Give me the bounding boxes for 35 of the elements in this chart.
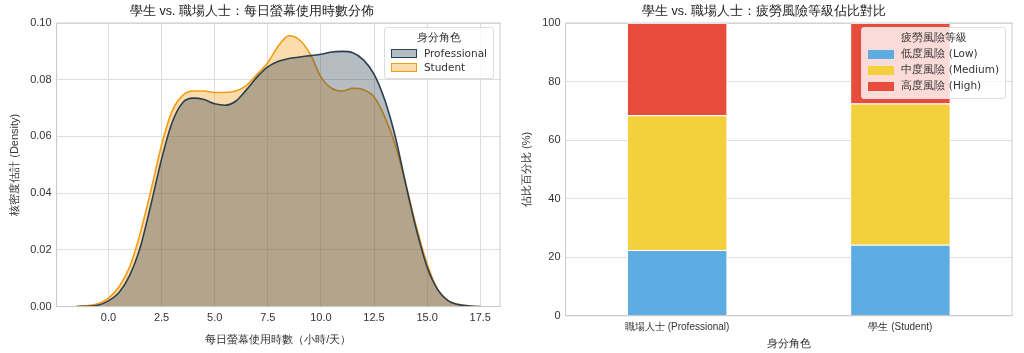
y-tick-label: 0.08 xyxy=(30,72,52,85)
x-tick-label: 2.5 xyxy=(153,311,170,324)
legend-label: 中度風險 (Medium) xyxy=(901,63,999,77)
legend-title: 疲勞風險等級 xyxy=(899,31,968,45)
x-tick-label: 學生 (Student) xyxy=(868,320,933,332)
x-tick-label: 5.0 xyxy=(207,311,223,324)
y-tick-label: 0 xyxy=(554,308,561,321)
y-tick-label: 20 xyxy=(548,250,561,263)
y-axis-title: 核密度估計 (Density) xyxy=(7,113,20,217)
x-tick-label: 17.5 xyxy=(469,311,491,324)
legend-title: 身分角色 xyxy=(415,31,462,45)
legend-label: 高度風險 (High) xyxy=(901,79,982,93)
x-tick-label: 12.5 xyxy=(363,311,385,324)
y-tick-label: 0.02 xyxy=(30,242,52,255)
x-tick-label: 職場人士 (Professional) xyxy=(624,320,730,332)
x-tick-label: 15.0 xyxy=(416,311,438,324)
chart-title: 學生 vs. 職場人士：疲勞風險等級佔比對比 xyxy=(642,3,886,18)
y-tick-label: 0.04 xyxy=(30,186,52,199)
x-axis-title: 身分角色 xyxy=(766,337,811,350)
legend-label: Professional xyxy=(423,47,487,59)
y-tick-label: 0.06 xyxy=(30,129,52,142)
y-tick-label: 40 xyxy=(548,191,561,204)
y-axis-title: 佔比百分比 (%) xyxy=(519,131,532,208)
legend-label: 低度風險 (Low) xyxy=(901,47,978,61)
chart-title: 學生 vs. 職場人士：每日螢幕使用時數分佈 xyxy=(130,3,374,18)
y-tick-label: 80 xyxy=(548,74,561,87)
x-tick-label: 10.0 xyxy=(310,311,332,324)
y-tick-label: 0.00 xyxy=(30,299,52,312)
x-axis-title: 每日螢幕使用時數（小時/天） xyxy=(205,333,352,346)
y-tick-label: 100 xyxy=(542,16,561,29)
y-tick-label: 60 xyxy=(548,133,561,146)
x-tick-label: 7.5 xyxy=(260,311,276,324)
x-tick-label: 0.0 xyxy=(100,311,117,324)
y-tick-label: 0.10 xyxy=(30,16,52,29)
legend-label: Student xyxy=(423,61,466,73)
